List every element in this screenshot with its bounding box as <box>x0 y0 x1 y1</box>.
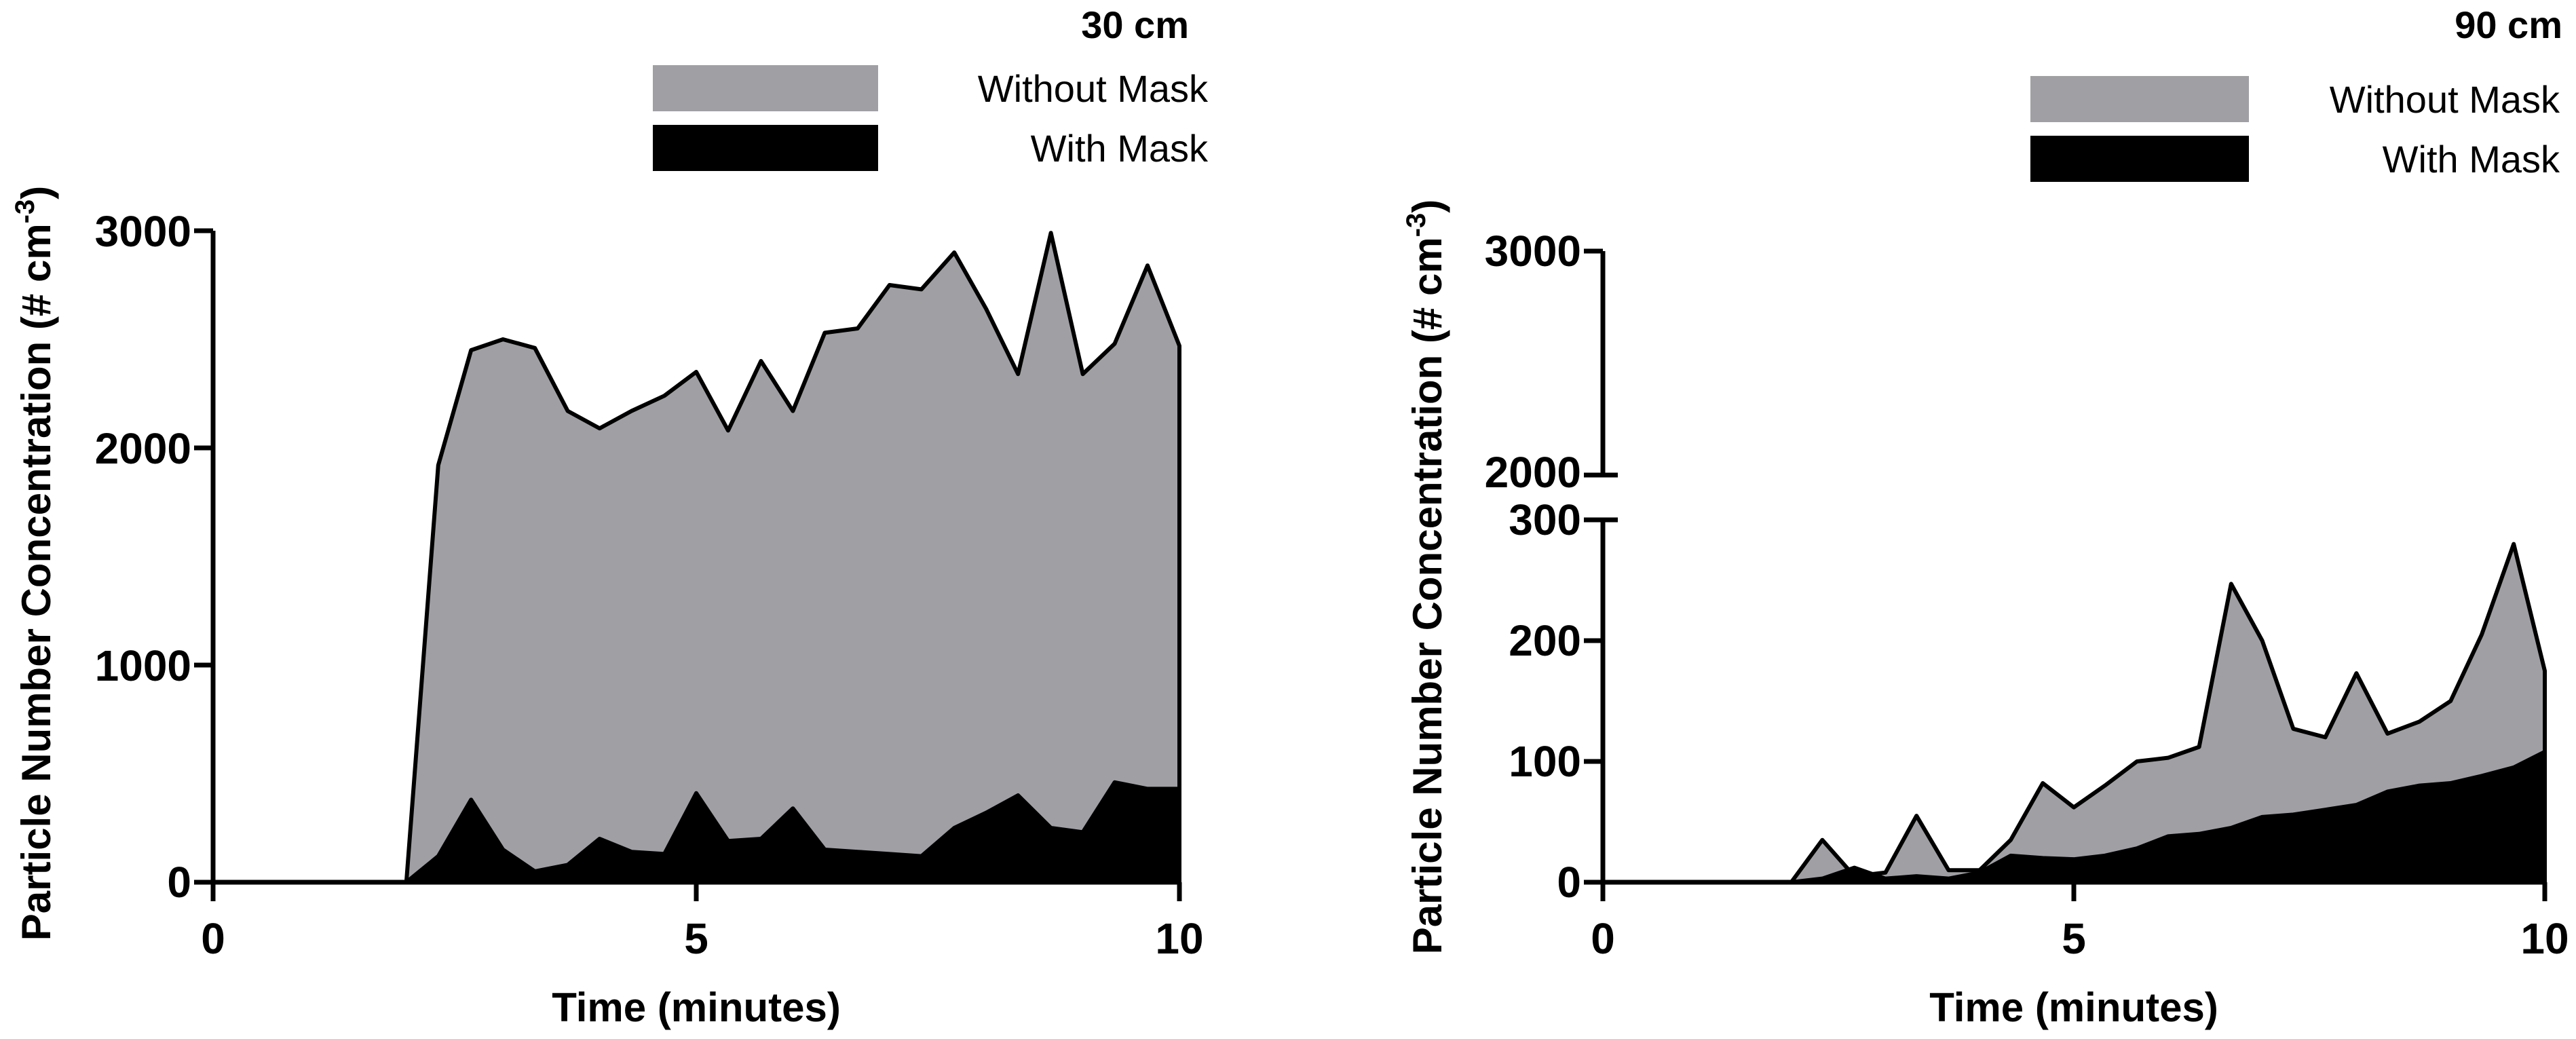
plot-area <box>211 231 1181 884</box>
x-tick-label: 5 <box>684 914 708 963</box>
y-tick-label: 0 <box>1557 858 1581 907</box>
legend-label-without-mask: Without Mask <box>978 67 1209 110</box>
legend-label-with-mask: With Mask <box>1031 127 1209 170</box>
y-tick-label: 1000 <box>95 641 191 690</box>
legend-swatch-without-mask <box>2030 76 2249 122</box>
y-tick-label: 2000 <box>95 424 191 473</box>
panel-title: 30 cm <box>1081 3 1189 46</box>
legend-swatch-with-mask <box>2030 136 2249 182</box>
plot-area <box>1601 542 2547 884</box>
tick-marks <box>194 228 1182 901</box>
x-axis-title: Time (minutes) <box>552 985 841 1030</box>
panel-30cm: 0 1000 2000 3000 0 5 10 Time (minutes) P… <box>10 3 1209 1030</box>
legend-label-without-mask: Without Mask <box>2330 78 2560 121</box>
y-tick-label: 200 <box>1509 616 1581 665</box>
y-tick-label: 3000 <box>1485 227 1581 276</box>
y-axis-title: Particle Number Concentration (# cm-3) <box>1401 200 1450 954</box>
y-axis-title-close: ) <box>14 186 59 200</box>
y-axis-title-superscript: -3 <box>1401 213 1431 238</box>
y-axis-title: Particle Number Concentration (# cm-3) <box>10 186 59 941</box>
y-axis-title-main: Particle Number Concentration (# cm <box>14 223 59 941</box>
legend-swatch-with-mask <box>653 125 878 171</box>
legend-swatch-without-mask <box>653 65 878 111</box>
x-tick-label: 10 <box>1155 914 1203 963</box>
panel-90cm: 0 100 200 300 2000 3000 0 5 10 Time (min… <box>1401 3 2569 1030</box>
x-axis-title: Time (minutes) <box>1929 985 2218 1030</box>
y-tick-label: 3000 <box>95 207 191 256</box>
y-axis-title-main: Particle Number Concentration (# cm <box>1405 237 1450 954</box>
panel-title: 90 cm <box>2455 3 2562 46</box>
y-axis-title-superscript: -3 <box>10 200 40 224</box>
y-tick-label: 0 <box>167 858 191 907</box>
x-tick-label: 0 <box>201 914 225 963</box>
area-series-without-mask <box>211 231 1181 884</box>
legend-label-with-mask: With Mask <box>2383 138 2560 181</box>
tick-marks <box>1584 248 2547 901</box>
y-tick-label: 300 <box>1509 495 1581 544</box>
y-axis-title-close: ) <box>1405 200 1450 213</box>
x-tick-label: 5 <box>2062 914 2086 963</box>
y-tick-label: 2000 <box>1485 448 1581 497</box>
x-tick-label: 10 <box>2520 914 2569 963</box>
y-tick-label: 100 <box>1509 737 1581 786</box>
x-tick-label: 0 <box>1591 914 1615 963</box>
